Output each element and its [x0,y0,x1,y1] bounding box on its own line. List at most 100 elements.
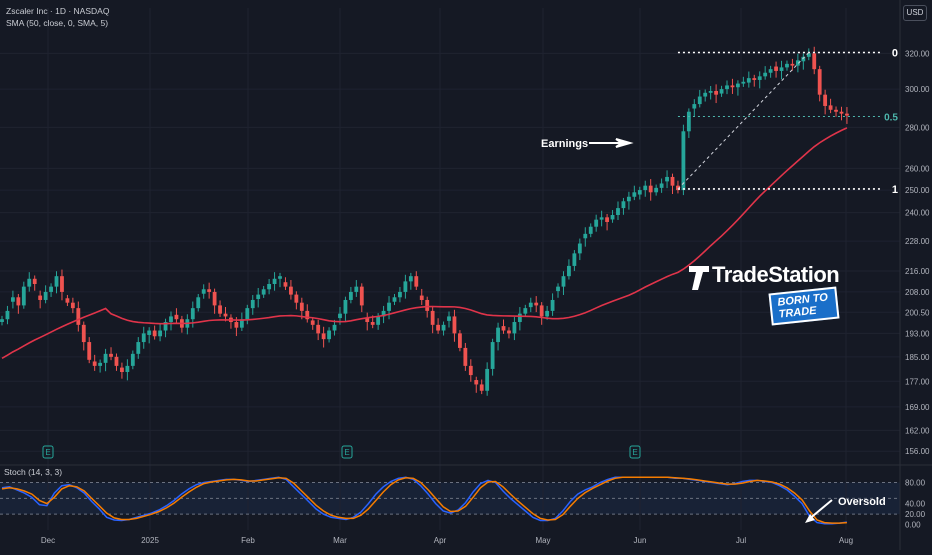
candle-body [398,291,402,298]
fib-level-label: 1 [892,184,898,196]
candle-body [223,313,228,317]
stoch-axis-label: 0.00 [905,521,921,530]
candle-body [343,299,348,314]
candle-body [741,81,746,84]
candle-body [163,322,168,331]
price-axis-label: 240.00 [905,209,930,218]
candle-body [517,313,522,323]
candle-body [496,327,500,343]
candle-body [654,187,659,193]
candle-body [828,105,833,110]
candle-body [463,347,468,366]
candle-body [708,90,713,93]
candle-body [801,56,806,62]
candle-body [316,324,321,334]
candle-body [21,286,26,306]
candle-body [839,111,844,114]
brand-tagline: BORN TO TRADE [768,286,840,326]
candle-body [60,276,64,292]
candle-body [338,313,342,319]
candle-body [212,291,217,306]
earnings-annotation: Earnings [541,138,588,150]
earnings-marker-icon[interactable] [629,445,641,459]
candle-body [201,289,206,294]
candle-body [528,302,533,308]
earnings-marker-icon[interactable] [42,445,54,459]
candle-body [610,214,615,220]
candle-body [158,330,162,337]
candle-body [54,276,59,287]
candle-body [490,342,495,369]
candle-body [605,217,609,222]
stoch-d-line [1,476,847,524]
candle-body [774,66,778,71]
candle-body [447,316,451,321]
candle-body [239,319,244,328]
oversold-annotation: Oversold [838,496,886,508]
candle-body [550,299,555,311]
candle-body [659,183,664,188]
candle-body [637,190,642,195]
time-axis-label: Apr [434,536,447,545]
price-axis-label: 193.00 [905,329,930,338]
candle-body [327,330,331,340]
candle-body [692,104,697,109]
earnings-marker-label: E [344,448,349,457]
earnings-marker-label: E [45,448,50,457]
earnings-marker-icon[interactable] [341,445,353,459]
candle-body [588,226,593,234]
candle-body [817,69,822,95]
tradestation-logo-icon [689,266,709,290]
candle-body [278,276,282,279]
candle-body [714,90,719,95]
candle-body [370,322,375,325]
candle-body [572,253,577,266]
candle-body [103,353,108,363]
candle-body [790,63,795,66]
candle-body [147,330,152,335]
candle-body [87,342,92,360]
candle-body [730,85,735,88]
candle-body [376,316,381,325]
time-axis-label: Mar [333,536,347,545]
candle-body [289,286,293,295]
time-axis-label: Dec [41,536,55,545]
candle-body [130,353,135,366]
candle-body [681,131,686,191]
currency-button[interactable]: USD [903,5,927,21]
price-axis-label: 169.00 [905,403,930,412]
candle-body [348,291,353,300]
candle-body [152,330,157,337]
price-axis-label: 177.00 [905,377,930,386]
candle-body [32,278,37,285]
candle-body [0,319,4,322]
candle-body [725,85,729,90]
price-axis-label: 250.00 [905,186,930,195]
candle-body [419,295,424,300]
candle-body [479,384,484,391]
candle-body [114,356,119,366]
candle-body [169,316,173,323]
candle-body [310,320,315,325]
symbol-title: Zscaler Inc · 1D · NASDAQ [6,6,110,16]
candle-body [321,333,326,340]
fib-trend-line [677,52,810,190]
price-axis-label: 185.00 [905,353,930,362]
time-axis-label: Jun [634,536,647,545]
earnings-arrow-icon [589,138,634,148]
stoch-axis-label: 80.00 [905,479,926,488]
candle-body [736,83,740,88]
candle-body [752,78,757,80]
candle-body [120,367,124,372]
price-axis-label: 200.50 [905,308,930,317]
candle-body [703,92,708,97]
candle-body [436,324,441,331]
candle-body [785,63,789,68]
candle-body [299,302,304,311]
candle-body [845,113,849,116]
price-axis-label: 216.00 [905,267,930,276]
candle-body [136,342,141,354]
candle-body [16,297,21,306]
